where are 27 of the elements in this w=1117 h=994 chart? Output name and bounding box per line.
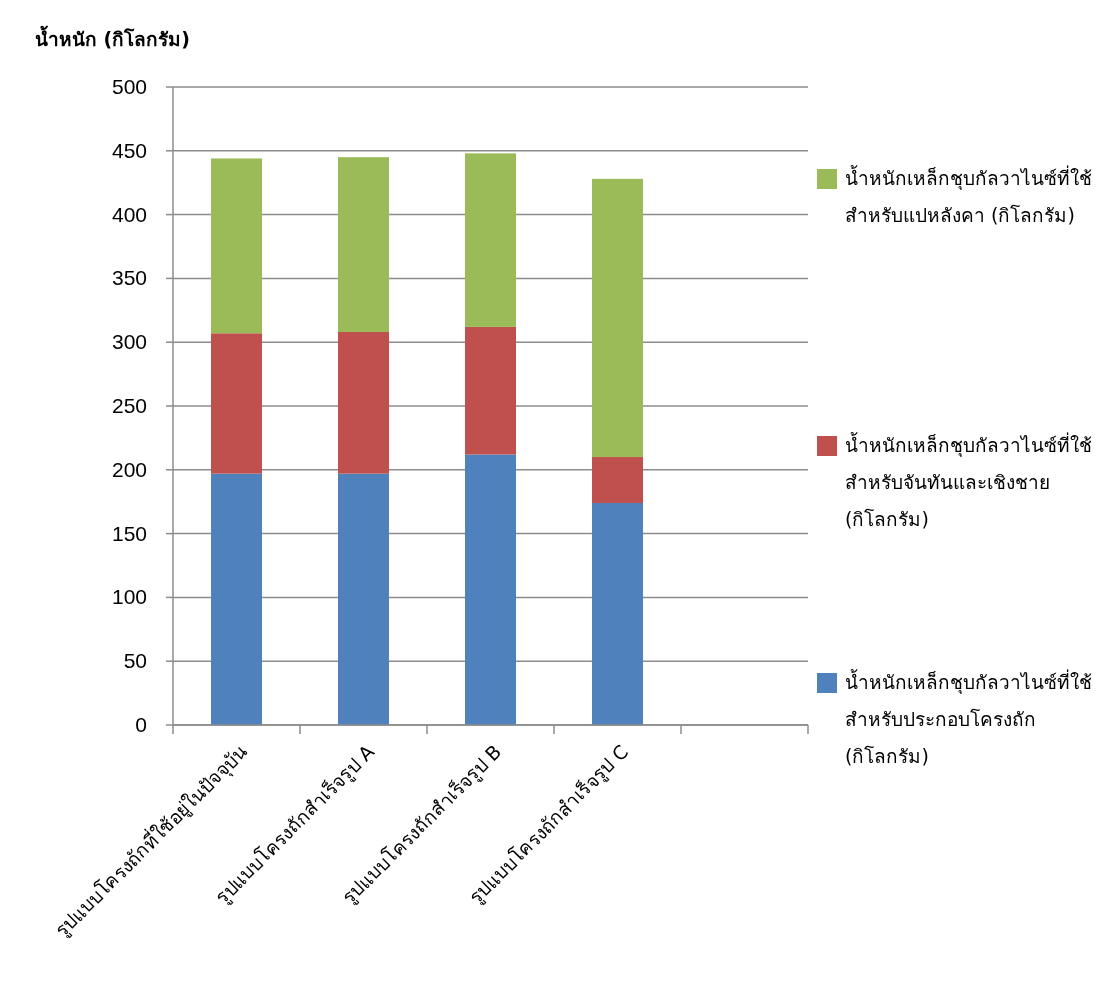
y-tick-label: 300: [111, 330, 147, 354]
bar: [338, 473, 389, 725]
bar: [211, 333, 262, 474]
legend-label: น้ำหนักเหล็กชุบกัลวาไนซ์ที่ใช้สำหรับประกอบโครงถัก (กิโลกรัม): [845, 668, 1093, 769]
y-tick-label: 450: [111, 138, 147, 162]
y-tick-label: 350: [111, 266, 147, 290]
y-tick-label: 50: [123, 649, 147, 673]
y-tick-label: 400: [111, 202, 147, 226]
bar: [465, 153, 516, 327]
bar: [338, 331, 389, 474]
y-tick-label: 100: [111, 585, 147, 609]
legend-label: น้ำหนักเหล็กชุบกัลวาไนซ์ที่ใช้สำหรับจันทันและเชิงชาย (กิโลกรัม): [845, 431, 1093, 532]
legend-label: น้ำหนักเหล็กชุบกัลวาไนซ์ที่ใช้สำหรับแปหลังคา (กิโลกรัม): [845, 164, 1093, 228]
bar: [592, 178, 643, 458]
y-tick-label: 500: [111, 75, 147, 98]
y-tick-label: 0: [135, 713, 147, 736]
bar: [465, 454, 516, 725]
y-tick-label: 250: [111, 394, 147, 417]
bar: [592, 457, 643, 503]
bar: [211, 158, 262, 334]
bar: [338, 157, 389, 332]
y-tick-label: 150: [111, 521, 147, 545]
bar: [592, 502, 643, 725]
bar: [465, 326, 516, 455]
bar: [211, 473, 262, 725]
y-tick-label: 200: [111, 457, 147, 481]
y-axis-title: น้ำหนัก (กิโลกรัม): [35, 25, 190, 50]
